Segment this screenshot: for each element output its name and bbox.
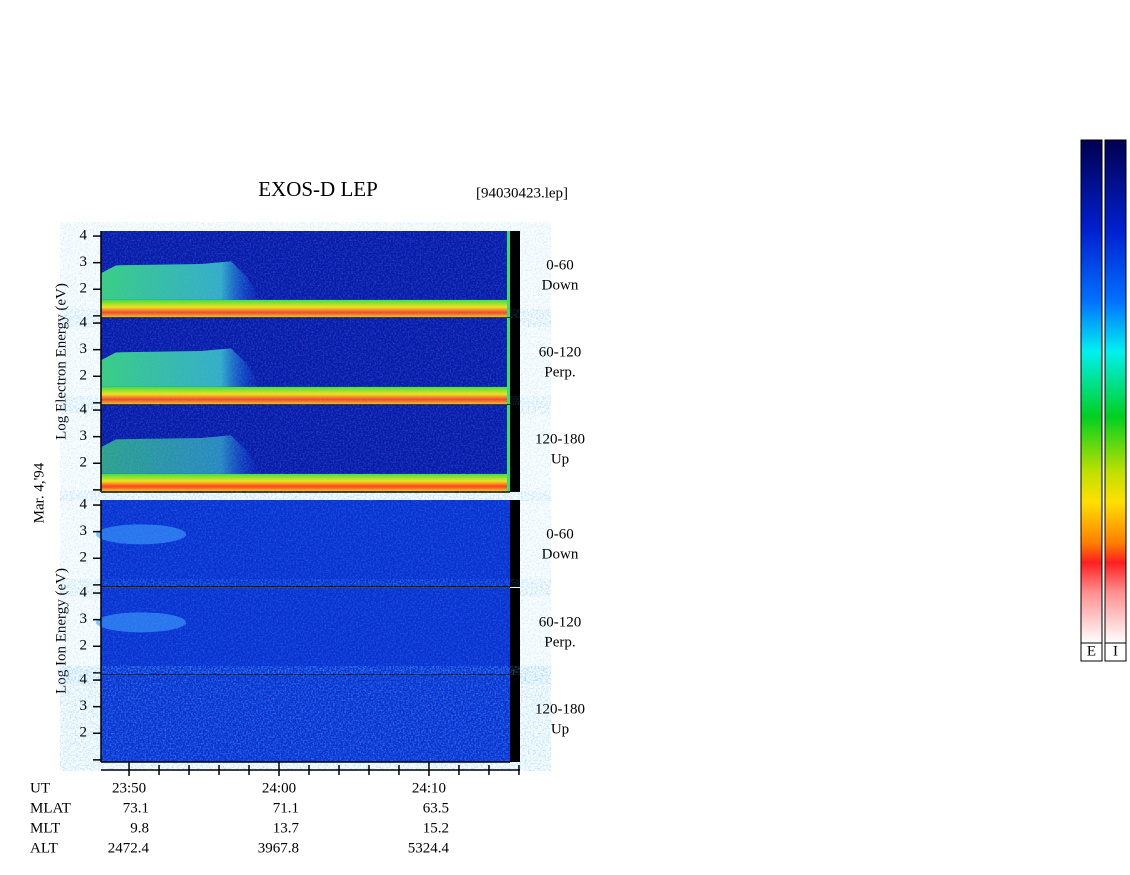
colorbar xyxy=(1104,139,1127,644)
colorbar-label-box xyxy=(1104,642,1127,662)
electron-flux xyxy=(101,348,261,387)
row-name: UT xyxy=(30,780,50,796)
panel-sublabel: Up xyxy=(551,451,569,467)
spectrogram-noise xyxy=(101,500,510,587)
electron-band xyxy=(101,386,508,405)
y-tick-label: 4 xyxy=(80,496,88,512)
y-tick-label: 4 xyxy=(80,401,88,417)
y-tick-label: 4 xyxy=(80,227,88,243)
y-tick-label: 2 xyxy=(80,368,88,384)
ion-flux xyxy=(96,612,186,633)
y-tick-label: 2 xyxy=(80,281,88,297)
edge-strip xyxy=(507,405,510,492)
panel-right-bar xyxy=(510,231,520,318)
panel-sublabel: Perp. xyxy=(544,364,575,380)
y-tick-label: 2 xyxy=(80,638,88,654)
y-tick-label: 3 xyxy=(80,698,88,714)
panel-label: 60-120 xyxy=(539,614,582,630)
date-label: Mar. 4,'94 xyxy=(31,462,47,523)
y-tick-label: 2 xyxy=(80,725,88,741)
row-name: ALT xyxy=(30,840,58,856)
y-tick-label: 3 xyxy=(80,341,88,357)
y-tick-label: 3 xyxy=(80,254,88,270)
spectrogram-noise xyxy=(101,675,510,762)
x-tick-label: 24:00 xyxy=(262,780,296,796)
y-tick-label: 2 xyxy=(80,550,88,566)
x-tick-label: 23:50 xyxy=(112,780,146,796)
colorbar-label: I xyxy=(1113,643,1118,659)
y-axis-label: Log Ion Energy (eV) xyxy=(53,568,69,694)
y-tick-label: 4 xyxy=(80,671,88,687)
row-value: 2472.4 xyxy=(108,840,150,856)
electron-band xyxy=(101,473,508,492)
row-name: MLT xyxy=(30,820,60,836)
panel-sublabel: Up xyxy=(551,721,569,737)
row-name: MLAT xyxy=(30,800,71,816)
panel-sublabel: Perp. xyxy=(544,634,575,650)
y-tick-label: 3 xyxy=(80,428,88,444)
panel-right-bar xyxy=(510,675,520,762)
row-value: 3967.8 xyxy=(258,840,299,856)
edge-strip xyxy=(507,318,510,405)
edge-strip xyxy=(507,231,510,318)
panel-right-bar xyxy=(510,318,520,405)
colorbar-label: E xyxy=(1087,643,1096,659)
panel-right-bar xyxy=(510,500,520,587)
y-tick-label: 3 xyxy=(80,611,88,627)
file-name: [94030423.lep] xyxy=(476,185,568,201)
row-value: 5324.4 xyxy=(408,840,450,856)
electron-band xyxy=(101,299,508,318)
x-tick-label: 24:10 xyxy=(412,780,446,796)
panel-label: 120-180 xyxy=(535,431,585,447)
colorbar xyxy=(1080,139,1103,644)
y-tick-label: 2 xyxy=(80,455,88,471)
panel-label: 0-60 xyxy=(546,526,574,542)
electron-flux xyxy=(101,261,261,300)
colorbar-label-box xyxy=(1080,642,1103,662)
panel-right-bar xyxy=(510,588,520,675)
row-value: 63.5 xyxy=(423,800,449,816)
panel-label: 60-120 xyxy=(539,344,582,360)
panel-sublabel: Down xyxy=(542,277,579,293)
y-tick-label: 3 xyxy=(80,523,88,539)
panel-right-bar xyxy=(510,405,520,492)
spectrogram-noise xyxy=(101,588,510,675)
electron-flux xyxy=(101,435,261,474)
row-value: 9.8 xyxy=(130,820,149,836)
title: EXOS-D LEP xyxy=(258,177,378,201)
y-tick-label: 4 xyxy=(80,584,88,600)
row-value: 13.7 xyxy=(273,820,300,836)
panel-sublabel: Down xyxy=(542,546,579,562)
row-value: 73.1 xyxy=(123,800,149,816)
y-axis-label: Log Electron Energy (eV) xyxy=(53,283,69,440)
row-value: 71.1 xyxy=(273,800,299,816)
panel-label: 120-180 xyxy=(535,701,585,717)
row-value: 15.2 xyxy=(423,820,449,836)
ion-flux xyxy=(96,524,186,545)
y-tick-label: 4 xyxy=(80,314,88,330)
panel-label: 0-60 xyxy=(546,257,574,273)
